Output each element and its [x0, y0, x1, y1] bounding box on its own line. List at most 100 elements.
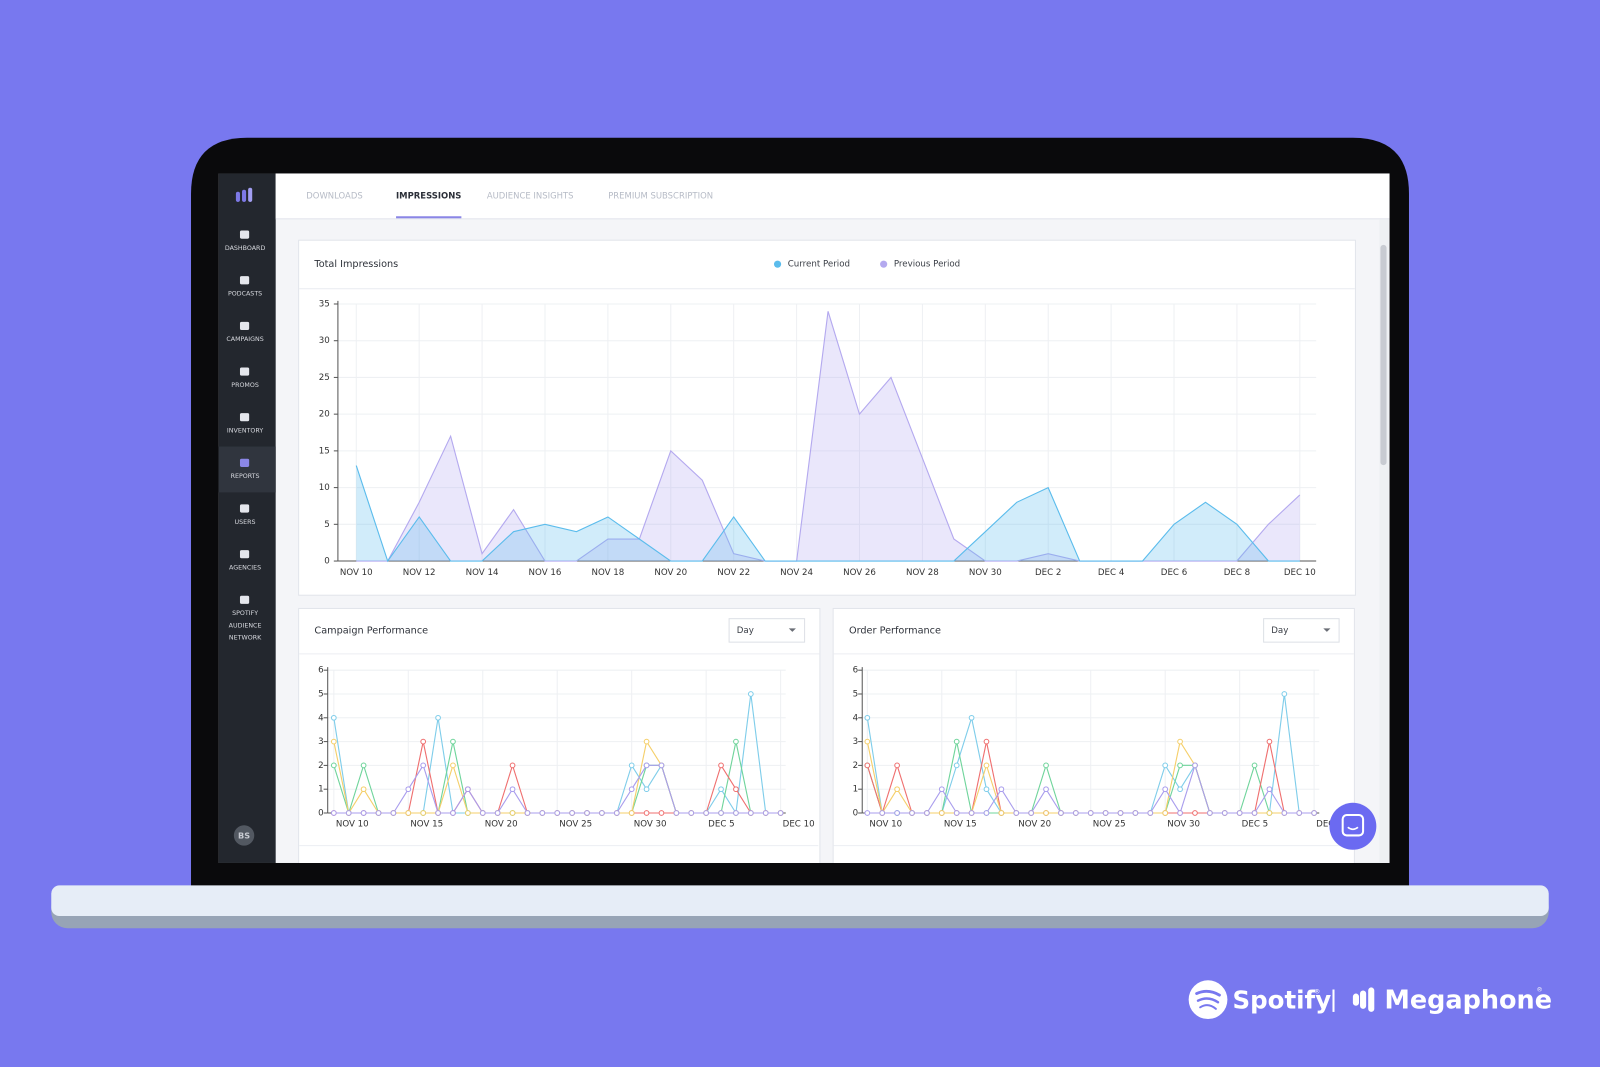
point-marker	[909, 810, 915, 816]
y-tick-label: 30	[319, 336, 330, 346]
dropdown-box	[728, 618, 806, 643]
nav-item[interactable]: SPOTIFY AUDIENCE NETWORK	[229, 595, 262, 642]
point-marker	[1266, 786, 1273, 793]
point-marker	[628, 786, 635, 793]
tab[interactable]: AUDIENCE INSIGHTS	[487, 190, 574, 200]
point-marker	[1251, 762, 1258, 769]
avatar[interactable]	[233, 825, 255, 846]
chat-icon-smile	[1347, 826, 1359, 831]
chat-button[interactable]	[1329, 802, 1377, 850]
x-tick-label: DEC 4	[1098, 568, 1125, 578]
x-tick-label: NOV 26	[843, 568, 876, 578]
x-tick-label: NOV 30	[1167, 820, 1200, 830]
point-marker	[1177, 810, 1183, 816]
nav-item[interactable]: INVENTORY	[227, 413, 263, 434]
point-marker	[1236, 810, 1243, 816]
x-tick-label: NOV 15	[944, 820, 977, 830]
nav-item[interactable]: CAMPAIGNS	[226, 321, 264, 343]
legend-label[interactable]: Previous Period	[894, 260, 960, 270]
spotify-wordmark: Spotify	[1233, 986, 1332, 1015]
tab[interactable]: IMPRESSIONS	[396, 190, 461, 200]
dropdown-caret	[788, 628, 796, 632]
point-marker	[733, 786, 739, 793]
nav-item[interactable]: PROMOS	[231, 367, 259, 389]
point-marker	[1102, 810, 1109, 816]
x-tick-label: NOV 10	[336, 820, 369, 830]
nav-label: REPORTS	[231, 473, 260, 480]
point-marker	[864, 810, 871, 816]
tab[interactable]: DOWNLOADS	[306, 190, 362, 200]
point-marker	[983, 762, 990, 769]
tab-underline	[396, 216, 462, 219]
dropdown[interactable]: Day	[1263, 618, 1340, 643]
point-marker	[420, 810, 427, 816]
point-marker	[435, 714, 441, 721]
x-tick-label: NOV 20	[1018, 820, 1051, 830]
point-marker	[524, 810, 531, 816]
tab[interactable]: PREMIUM SUBSCRIPTION	[608, 190, 713, 200]
chart-title: Campaign Performance	[314, 625, 428, 636]
nav-item[interactable]: USERS	[235, 504, 256, 526]
x-tick-label: NOV 22	[717, 568, 750, 578]
point-marker	[968, 810, 975, 816]
nav-item[interactable]: REPORTS	[218, 446, 276, 493]
point-marker	[777, 810, 784, 816]
y-tick-label: 15	[319, 446, 330, 456]
point-marker	[924, 810, 930, 816]
point-marker	[1251, 810, 1258, 816]
nav-item[interactable]: DASHBOARD	[225, 230, 266, 252]
nav-item[interactable]: PODCASTS	[228, 276, 262, 298]
point-marker	[894, 810, 900, 816]
nav-label: CAMPAIGNS	[226, 336, 263, 343]
point-marker	[643, 786, 650, 793]
point-marker	[375, 810, 382, 816]
nav-icon	[239, 595, 250, 604]
nav-icon	[239, 321, 250, 330]
nav-icon	[239, 458, 250, 467]
point-marker	[953, 738, 960, 745]
point-marker	[718, 762, 724, 769]
point-marker	[330, 714, 337, 721]
chart-title: Total Impressions	[313, 259, 398, 270]
spotify-logo-wave	[1195, 989, 1221, 997]
point-marker	[983, 738, 990, 745]
point-marker	[1058, 810, 1064, 816]
point-marker	[1266, 738, 1273, 745]
point-marker	[360, 762, 367, 769]
y-tick-label: 1	[853, 785, 859, 795]
chat-icon	[1341, 814, 1365, 837]
point-marker	[360, 786, 367, 793]
point-marker	[330, 762, 337, 769]
y-tick-label: 3	[853, 737, 859, 747]
scrollbar-thumb[interactable]	[1380, 244, 1387, 466]
megaphone-logo-bar	[1352, 993, 1360, 1006]
point-marker	[688, 810, 695, 816]
registered-mark: ®	[1536, 985, 1542, 993]
point-marker	[658, 810, 665, 816]
dropdown[interactable]: Day	[728, 618, 806, 643]
point-marker	[938, 786, 945, 793]
point-marker	[1043, 786, 1049, 793]
point-marker	[1207, 810, 1213, 816]
legend-label[interactable]: Current Period	[788, 260, 850, 270]
x-tick-label: NOV 20	[654, 568, 687, 578]
point-marker	[1072, 810, 1079, 816]
point-marker	[465, 810, 471, 816]
point-marker	[569, 810, 575, 816]
point-marker	[1147, 810, 1154, 816]
point-marker	[1192, 810, 1198, 816]
point-marker	[1117, 810, 1124, 816]
point-marker	[1296, 810, 1303, 816]
point-marker	[718, 786, 724, 793]
logo-bar	[248, 187, 253, 202]
point-marker	[968, 714, 975, 721]
nav-label: DASHBOARD	[225, 245, 266, 252]
x-tick-label: NOV 10	[869, 820, 902, 830]
point-marker	[1087, 810, 1094, 816]
point-marker	[864, 714, 871, 721]
nav-label: SPOTIFY	[232, 610, 258, 617]
point-marker	[420, 738, 427, 745]
chart: Order Performance Day 0 1 2 3 4 5 6 NOV 10 NOV 15 N…	[849, 618, 1348, 830]
nav-item[interactable]: AGENCIES	[229, 550, 261, 571]
nav-label: INVENTORY	[227, 427, 263, 434]
